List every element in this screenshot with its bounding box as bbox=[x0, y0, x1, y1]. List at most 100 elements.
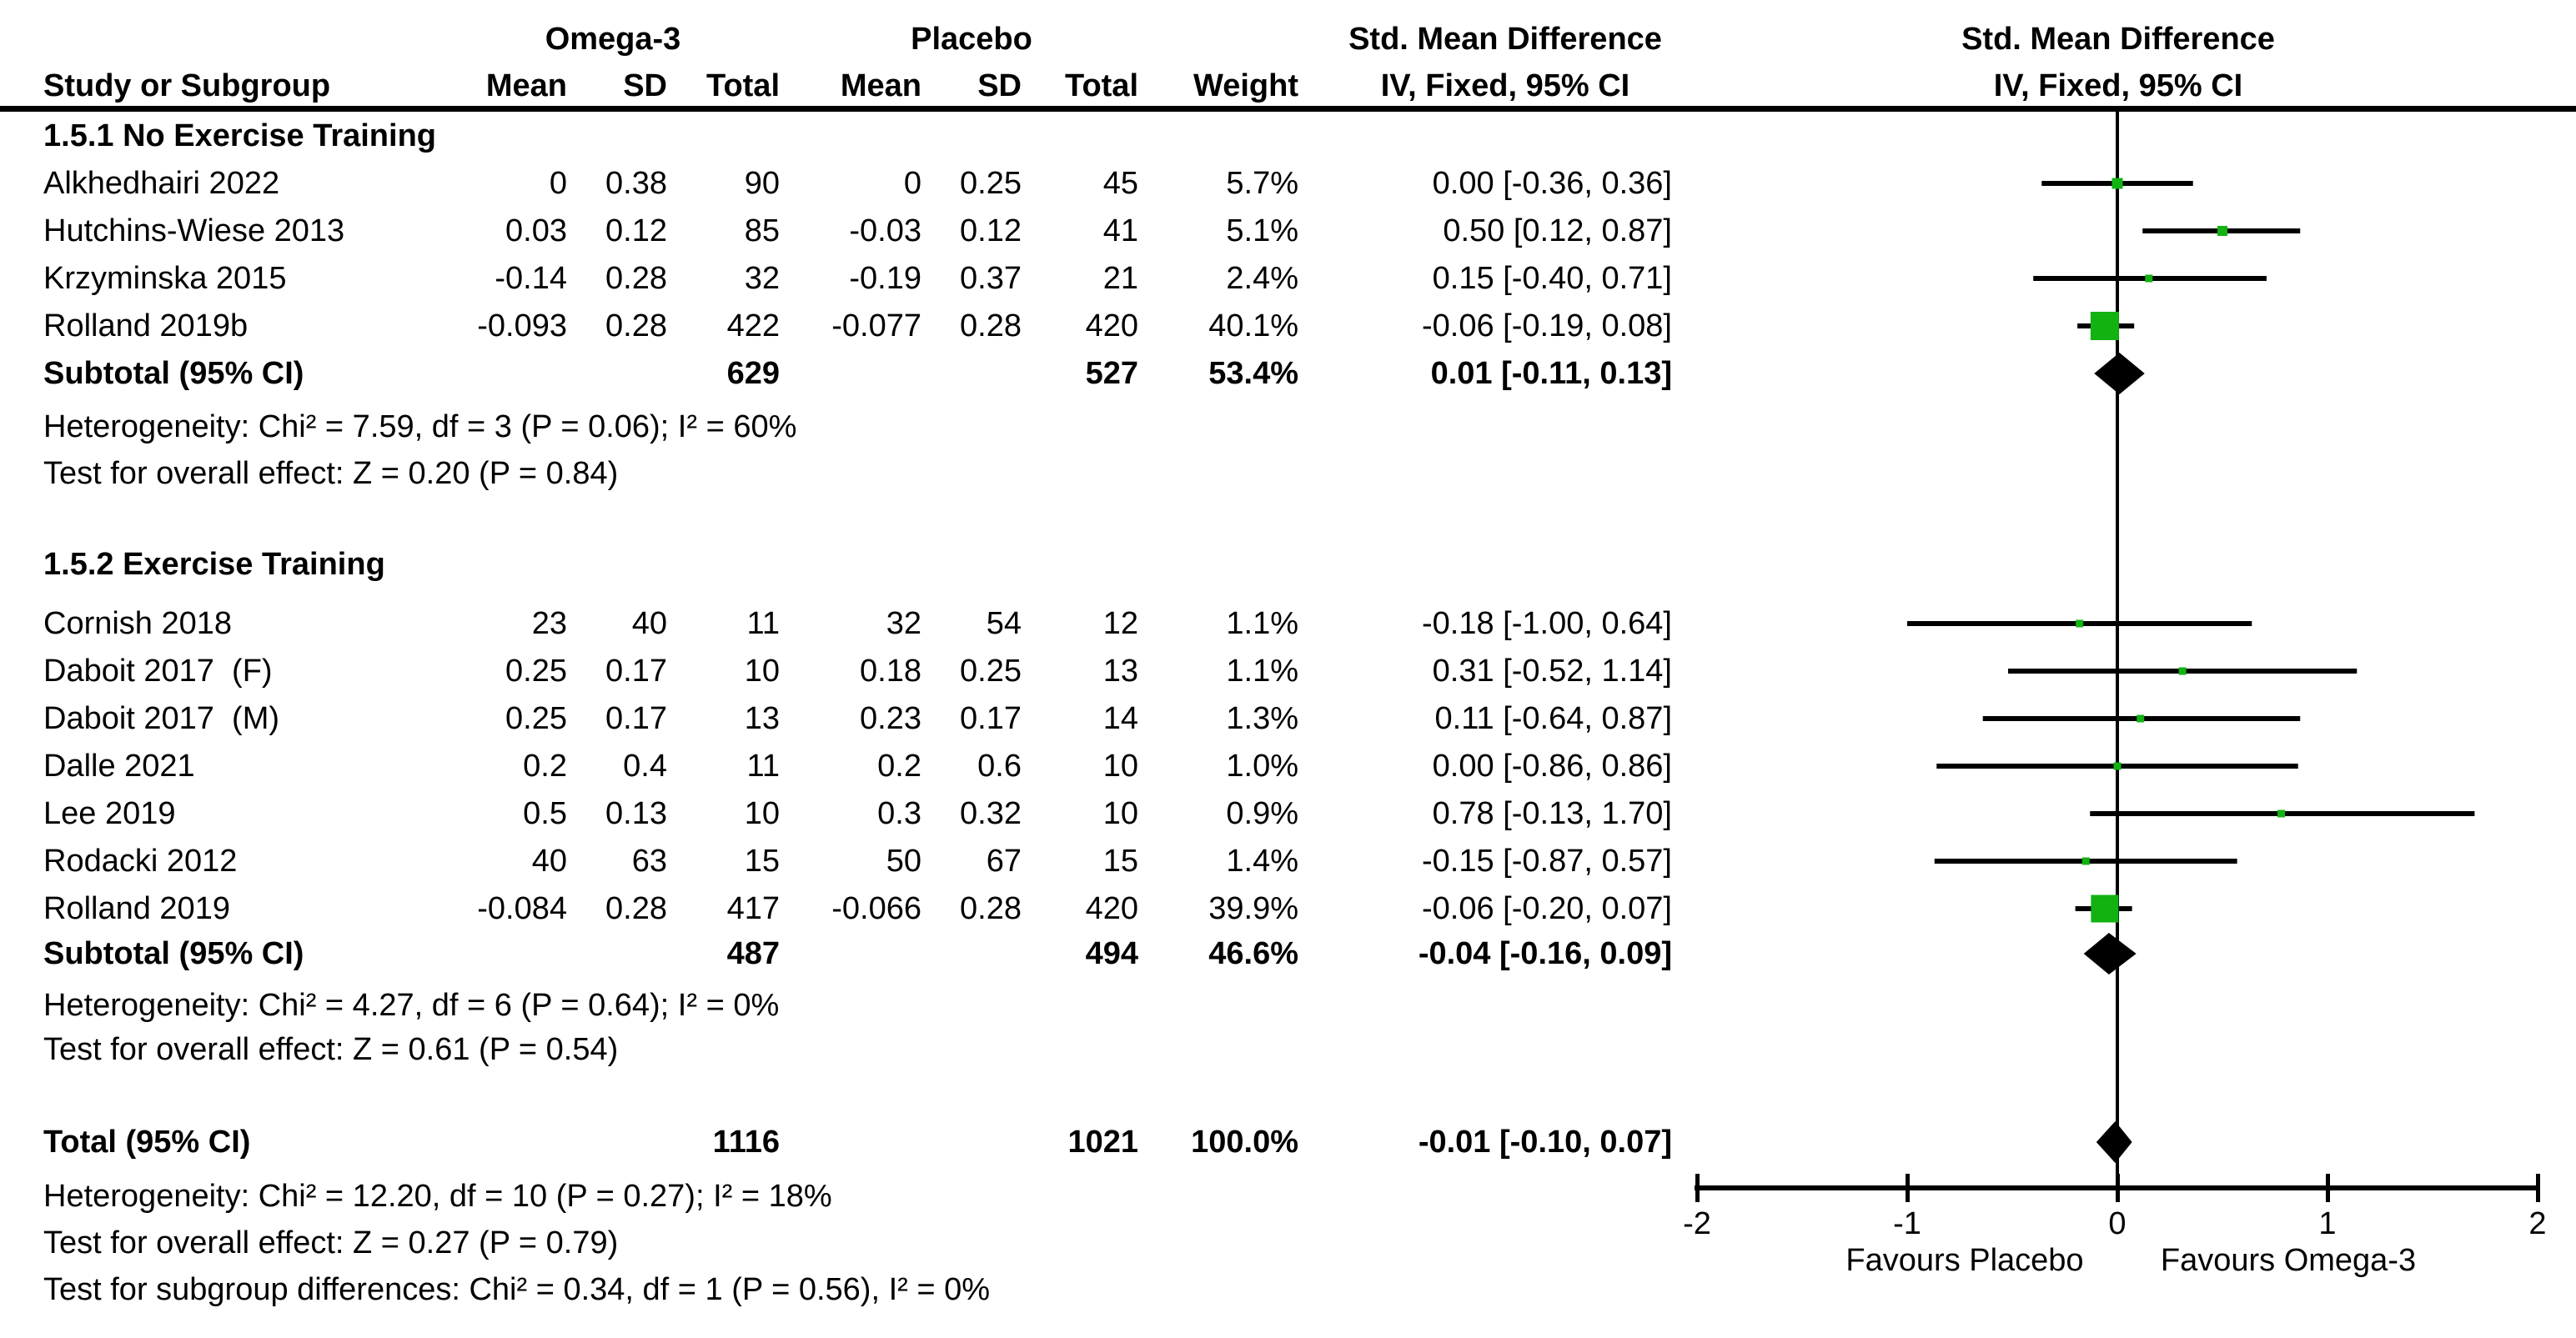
ci-text: -0.06 [-0.20, 0.07] bbox=[1422, 891, 1672, 926]
ci-text: -0.06 [-0.19, 0.08] bbox=[1422, 308, 1672, 343]
omega3-mean-header: Mean bbox=[485, 68, 567, 103]
effect-column-header-line2: IV, Fixed, 95% CI bbox=[1380, 68, 1630, 103]
placebo-sd-value: 0.17 bbox=[960, 701, 1022, 736]
plot-column-header-line2: IV, Fixed, 95% CI bbox=[1993, 68, 2243, 103]
placebo-mean-value: 0.23 bbox=[860, 701, 921, 736]
placebo-sd-value: 0.25 bbox=[960, 166, 1022, 201]
weight-value: 1.1% bbox=[1226, 654, 1298, 689]
omega3-mean-value: 40 bbox=[531, 844, 567, 879]
subtotal-label: Subtotal (95% CI) bbox=[43, 356, 304, 391]
total-placebo-total: 1021 bbox=[1067, 1125, 1138, 1160]
omega3-mean-value: -0.093 bbox=[477, 308, 567, 343]
weight-value: 5.1% bbox=[1226, 213, 1298, 248]
favours-left-label: Favours Placebo bbox=[1845, 1243, 2084, 1278]
placebo-total-value: 41 bbox=[1102, 213, 1138, 248]
x-tick-label: -1 bbox=[1893, 1206, 1921, 1241]
weight-value: 1.4% bbox=[1226, 844, 1298, 879]
ci-text: -0.18 [-1.00, 0.64] bbox=[1422, 606, 1672, 641]
weight-value: 1.1% bbox=[1226, 606, 1298, 641]
favours-right-label: Favours Omega-3 bbox=[2160, 1243, 2417, 1278]
ci-text: 0.15 [-0.40, 0.71] bbox=[1432, 261, 1672, 296]
effect-square bbox=[2076, 619, 2084, 628]
omega3-mean-value: -0.14 bbox=[495, 261, 567, 296]
placebo-mean-value: -0.03 bbox=[849, 213, 921, 248]
x-tick-label: 0 bbox=[2108, 1206, 2127, 1241]
heterogeneity-text: Heterogeneity: Chi² = 7.59, df = 3 (P = … bbox=[43, 409, 797, 444]
omega3-sd-value: 0.12 bbox=[605, 213, 667, 248]
ci-text: 0.00 [-0.86, 0.86] bbox=[1432, 749, 1672, 784]
placebo-sd-value: 0.37 bbox=[960, 261, 1022, 296]
omega3-total-header: Total bbox=[706, 68, 780, 103]
weight-value: 40.1% bbox=[1208, 308, 1298, 343]
placebo-mean-value: 0.18 bbox=[860, 654, 921, 689]
omega3-total-value: 10 bbox=[744, 796, 780, 831]
subtotal-diamond bbox=[2083, 933, 2137, 975]
ci-line bbox=[2041, 181, 2193, 186]
study-name: Alkhedhairi 2022 bbox=[43, 166, 280, 201]
x-tick-label: 2 bbox=[2528, 1206, 2547, 1241]
omega3-total-value: 90 bbox=[744, 166, 780, 201]
placebo-sd-value: 0.25 bbox=[960, 654, 1022, 689]
ci-line bbox=[1907, 621, 2252, 626]
x-tick-label: -2 bbox=[1683, 1206, 1711, 1241]
placebo-total-value: 420 bbox=[1085, 891, 1138, 926]
omega3-sd-value: 0.13 bbox=[605, 796, 667, 831]
ci-text: 0.31 [-0.52, 1.14] bbox=[1432, 654, 1672, 689]
study-name: Krzyminska 2015 bbox=[43, 261, 287, 296]
total-label: Total (95% CI) bbox=[43, 1125, 251, 1160]
overall-effect-text: Test for overall effect: Z = 0.20 (P = 0… bbox=[43, 456, 619, 491]
effect-square bbox=[2090, 312, 2119, 340]
placebo-total-header: Total bbox=[1065, 68, 1138, 103]
study-name: Hutchins-Wiese 2013 bbox=[43, 213, 345, 248]
placebo-sd-value: 0.6 bbox=[977, 749, 1022, 784]
plot-column-header-line1: Std. Mean Difference bbox=[1961, 22, 2275, 57]
subgroup-title: 1.5.2 Exercise Training bbox=[43, 547, 385, 582]
placebo-sd-value: 0.32 bbox=[960, 796, 1022, 831]
ci-line bbox=[2075, 906, 2132, 911]
placebo-total-value: 420 bbox=[1085, 308, 1138, 343]
omega3-total-value: 11 bbox=[746, 606, 780, 641]
ci-line bbox=[2007, 669, 2358, 674]
placebo-sd-value: 0.28 bbox=[960, 308, 1022, 343]
placebo-mean-value: -0.066 bbox=[831, 891, 921, 926]
effect-square bbox=[2112, 178, 2123, 189]
placebo-mean-value: 0.2 bbox=[877, 749, 921, 784]
omega3-total-value: 10 bbox=[744, 654, 780, 689]
x-axis bbox=[1695, 1185, 2540, 1190]
placebo-total-value: 45 bbox=[1102, 166, 1138, 201]
footnote-text: Test for subgroup differences: Chi² = 0.… bbox=[43, 1272, 991, 1307]
weight-value: 39.9% bbox=[1208, 891, 1298, 926]
omega3-sd-header: SD bbox=[623, 68, 667, 103]
subtotal-weight: 46.6% bbox=[1208, 936, 1298, 971]
ci-text: 0.11 [-0.64, 0.87] bbox=[1434, 701, 1673, 736]
placebo-mean-header: Mean bbox=[840, 68, 921, 103]
footnote-text: Heterogeneity: Chi² = 12.20, df = 10 (P … bbox=[43, 1179, 832, 1214]
omega3-total-value: 15 bbox=[744, 844, 780, 879]
effect-column-header-line1: Std. Mean Difference bbox=[1348, 22, 1662, 57]
omega3-sd-value: 0.17 bbox=[605, 654, 667, 689]
weight-column-header: Weight bbox=[1193, 68, 1298, 103]
axis-tick bbox=[2116, 1174, 2120, 1202]
omega3-total-value: 13 bbox=[744, 701, 780, 736]
omega3-sd-value: 0.4 bbox=[623, 749, 667, 784]
weight-value: 5.7% bbox=[1226, 166, 1298, 201]
ci-line bbox=[1934, 859, 2237, 864]
placebo-total-value: 10 bbox=[1102, 749, 1138, 784]
omega3-sd-value: 0.28 bbox=[605, 308, 667, 343]
placebo-total-value: 13 bbox=[1102, 654, 1138, 689]
study-column-header: Study or Subgroup bbox=[43, 68, 331, 103]
group-header-omega3: Omega-3 bbox=[545, 22, 681, 57]
omega3-total-value: 32 bbox=[744, 261, 780, 296]
ci-line bbox=[2142, 228, 2301, 233]
placebo-mean-value: 32 bbox=[886, 606, 921, 641]
placebo-sd-value: 0.28 bbox=[960, 891, 1022, 926]
study-name: Cornish 2018 bbox=[43, 606, 233, 641]
total-omega3-total: 1116 bbox=[712, 1125, 780, 1160]
omega3-mean-value: 0 bbox=[549, 166, 567, 201]
effect-square bbox=[2091, 895, 2119, 923]
subtotal-placebo-total: 527 bbox=[1085, 356, 1138, 391]
placebo-mean-value: -0.077 bbox=[831, 308, 921, 343]
subtotal-placebo-total: 494 bbox=[1085, 936, 1138, 971]
omega3-mean-value: 0.25 bbox=[505, 654, 567, 689]
